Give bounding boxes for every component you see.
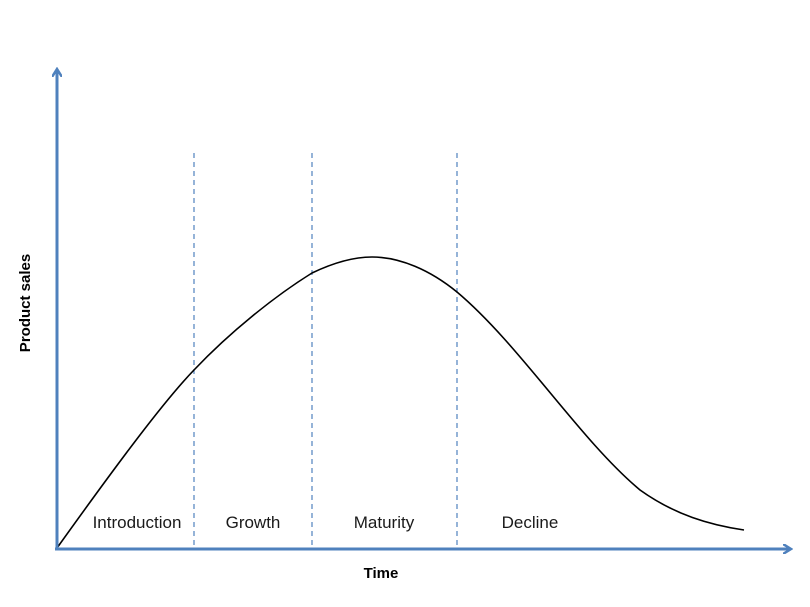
x-axis-label: Time — [364, 565, 399, 582]
y-axis-label: Product sales — [17, 254, 34, 352]
stage-label-maturity: Maturity — [354, 513, 415, 532]
stage-label-growth: Growth — [226, 513, 281, 532]
stage-label-decline: Decline — [502, 513, 559, 532]
stage-label-introduction: Introduction — [93, 513, 182, 532]
sales-curve — [56, 256, 745, 549]
